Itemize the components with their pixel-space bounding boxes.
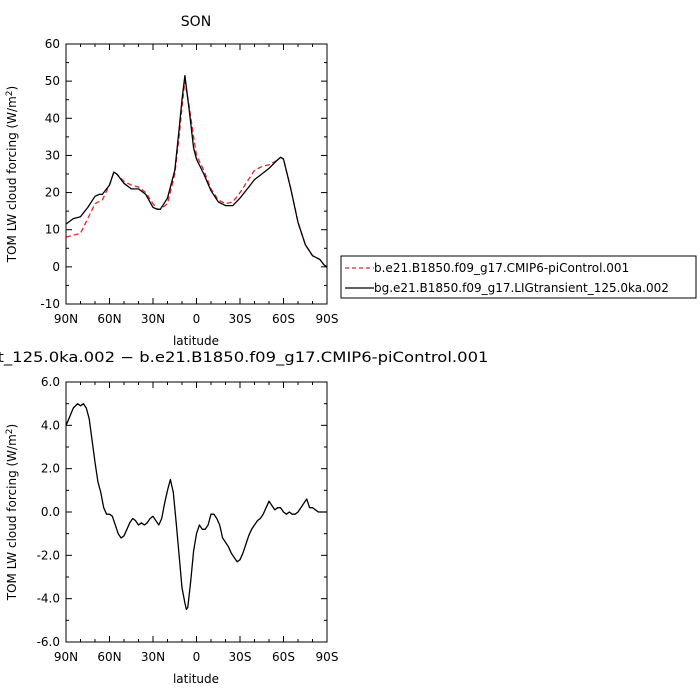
y-tick-label: -2.0 [37,548,60,562]
x-tick-label: 60S [272,312,295,326]
x-tick-label: 30N [141,312,165,326]
series-line-1 [65,74,328,268]
series-line-0 [65,80,328,268]
top-plot-frame [65,43,328,305]
x-tick-label: 90N [54,650,78,664]
top-x-axis: 90N 60N 30N 0 30S 60S 90S [54,44,339,326]
x-tick-label: 60S [272,650,295,664]
x-tick-label: 90S [316,650,339,664]
y-tick-label: 4.0 [41,418,60,432]
y-tick-label: 2.0 [41,462,60,476]
y-tick-label: -4.0 [37,592,60,606]
bottom-chart-title: LIGtransient_125.0ka.002 − b.e21.B1850.f… [0,350,489,366]
bottom-panel: LIGtransient_125.0ka.002 − b.e21.B1850.f… [0,350,489,686]
x-tick-label: 60N [97,650,121,664]
y-tick-label: 40 [45,111,60,125]
top-x-axis-title: latitude [173,334,219,348]
y-tick-label: 20 [45,186,60,200]
bottom-y-axis-title: TOM LW cloud forcing (W/m2) [5,424,19,601]
y-tick-label: -6.0 [37,635,60,649]
y-tick-label: 10 [45,223,60,237]
x-tick-label: 60N [97,312,121,326]
y-tick-label: 0.0 [41,505,60,519]
series-line-0 [65,403,327,611]
legend-box [340,255,697,299]
y-tick-label: -10 [40,297,60,311]
top-chart-title: SON [181,14,211,30]
legend: b.e21.B1850.f09_g17.CMIP6-piControl.001 … [340,255,697,299]
y-tick-label: 60 [45,37,60,51]
x-tick-label: 30N [141,650,165,664]
bottom-x-axis-title: latitude [173,672,219,686]
top-y-axis: -10 0 10 20 30 40 50 60 [40,37,327,311]
top-series-lines [65,74,328,268]
y-tick-label: 30 [45,148,60,162]
x-tick-label: 90S [316,312,339,326]
x-tick-label: 30S [229,650,252,664]
x-tick-label: 0 [193,312,201,326]
top-y-axis-title: TOM LW cloud forcing (W/m2) [5,86,19,263]
top-panel: SON -10 0 10 20 30 40 50 60 90N 60N 30N 0 30S 60S 90S… [5,14,338,348]
bottom-y-axis: -6.0 -4.0 -2.0 0.0 2.0 4.0 6.0 [37,375,327,649]
x-tick-label: 30S [229,312,252,326]
legend-label-LIGtransient: bg.e21.B1850.f09_g17.LIGtransient_125.0k… [374,281,669,295]
bottom-series-lines [65,403,327,611]
x-tick-label: 0 [193,650,201,664]
legend-label-piControl: b.e21.B1850.f09_g17.CMIP6-piControl.001 [374,261,629,275]
bottom-x-axis: 90N 60N 30N 0 30S 60S 90S [54,382,339,664]
y-tick-label: 6.0 [41,375,60,389]
x-tick-label: 90N [54,312,78,326]
y-tick-label: 0 [52,260,60,274]
y-tick-label: 50 [45,74,60,88]
